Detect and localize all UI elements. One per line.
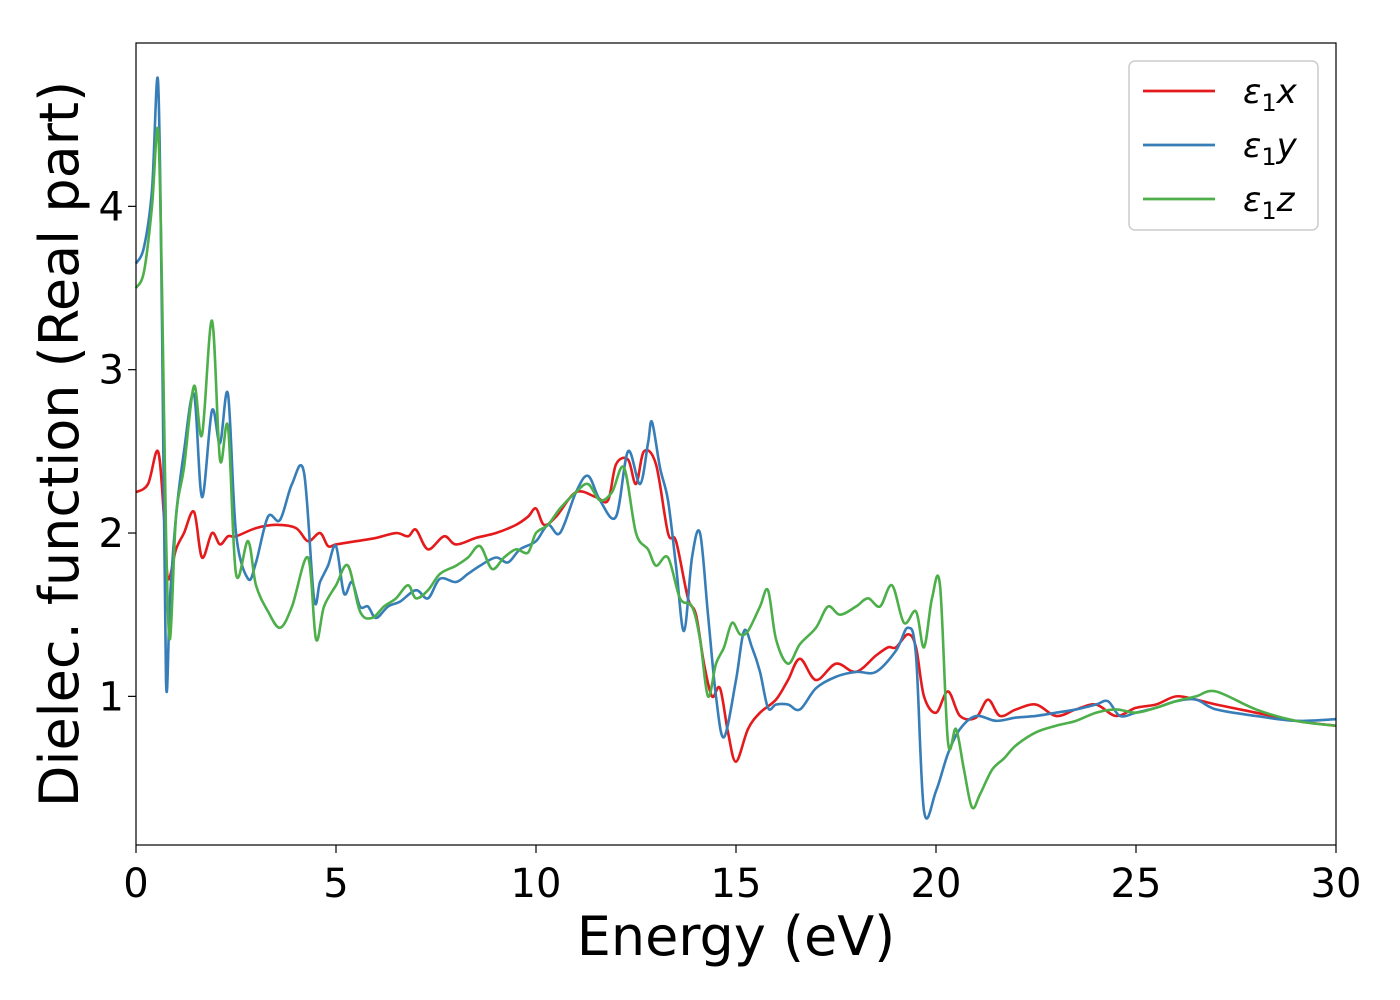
x-tick-label: 20 [911,861,962,907]
x-axis: 0 5 10 15 20 25 30 [123,845,1361,907]
y-axis-title: Dielec. function (Real part) [28,81,91,807]
series-line-z [134,126,1337,810]
x-tick-label: 0 [123,861,148,907]
y-tick-label: 2 [99,511,124,557]
x-tick-label: 5 [323,861,348,907]
y-axis: 1 2 3 4 [99,184,136,720]
x-tick-label: 10 [511,861,562,907]
x-tick-label: 15 [711,861,762,907]
series-line-x [135,448,1337,763]
legend-label-z: ε1z [1243,180,1296,225]
legend-label-x: ε1x [1243,72,1298,117]
series-layer [134,76,1337,820]
series-line-y [134,76,1337,820]
legend-label-y: ε1y [1243,126,1298,171]
y-tick-label: 1 [99,674,124,720]
y-tick-label: 3 [99,348,124,394]
legend-frame [1128,60,1319,231]
y-tick-label: 4 [99,184,124,230]
x-axis-title: Energy (eV) [577,905,896,968]
x-tick-label: 25 [1111,861,1162,907]
legend: ε1x ε1y ε1z [1128,60,1319,231]
x-tick-label: 30 [1311,861,1362,907]
